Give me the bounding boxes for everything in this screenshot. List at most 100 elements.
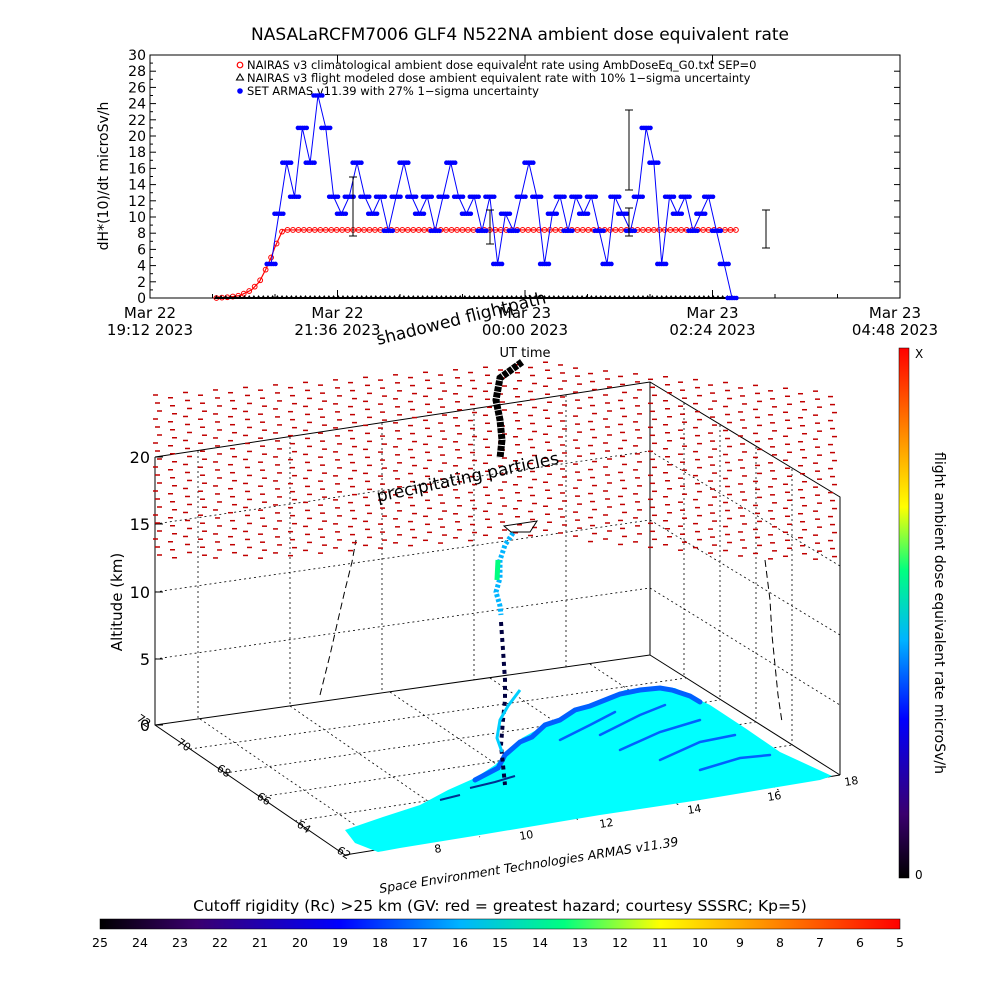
x-tick-label-date: Mar 23: [686, 304, 738, 322]
series-black-point: [452, 295, 458, 299]
series-black-point: [246, 295, 252, 299]
series-black-point: [499, 295, 505, 299]
series-blue-point: [523, 194, 528, 200]
series-red-point: [279, 228, 285, 235]
series-blue-point: [273, 261, 278, 267]
series-black-point: [527, 295, 533, 299]
surface-map: [345, 685, 832, 852]
cutoff-tick-label: 15: [492, 935, 508, 950]
series-black-point: [663, 295, 669, 299]
series-blue-point: [507, 211, 513, 217]
series-blue-point: [554, 211, 560, 217]
series-blue-point: [624, 211, 630, 217]
legend-label-nairas-climatological: NAIRAS v3 climatological ambient dose eq…: [247, 58, 756, 72]
series-red-point: [404, 227, 411, 233]
series-red-point: [311, 227, 318, 233]
series-red-point: [672, 227, 679, 233]
series-blue-point: [460, 194, 466, 200]
legend-label-nairas-flight: NAIRAS v3 flight modeled dose ambient eq…: [247, 71, 751, 85]
legend-label-set-armas: SET ARMAS v11.39 with 27% 1−sigma uncert…: [247, 84, 539, 98]
series-black-point: [635, 295, 641, 299]
flight-path-peak: [494, 559, 501, 581]
cutoff-tick-label: 22: [212, 935, 228, 950]
series-red-point: [328, 227, 335, 233]
series-black-point: [321, 295, 327, 299]
series-black-point: [359, 295, 365, 299]
series-red-point: [519, 227, 526, 233]
series-red-point: [257, 277, 264, 284]
flight-path-upper: [493, 531, 516, 616]
cutoff-tick-label: 18: [372, 935, 388, 950]
cutoff-tick-label: 11: [652, 935, 668, 950]
series-black-point: [279, 295, 285, 299]
series-black-point: [584, 295, 590, 299]
series-red-point: [645, 227, 652, 233]
series-black-point: [701, 295, 707, 299]
series-black-point: [317, 295, 323, 299]
series-red-point: [459, 227, 466, 233]
y-tick-label: 14: [128, 178, 146, 194]
series-black-point: [509, 295, 515, 299]
series-blue-point: [585, 211, 591, 217]
series-red-point: [552, 227, 559, 233]
series-black-point: [631, 295, 637, 299]
series-black-point: [598, 295, 604, 299]
series-red-point: [585, 227, 592, 233]
series-red-point: [399, 227, 406, 233]
series-blue-point: [468, 211, 474, 217]
series-black-point: [424, 295, 430, 299]
legend-marker-nairas-climatological: [236, 61, 244, 69]
series-blue-point: [351, 194, 356, 200]
x-tick-label-date: Mar 22: [311, 304, 363, 322]
series-black-point: [270, 295, 276, 299]
series-black-point: [284, 295, 290, 299]
altitude-tick-label: 15: [130, 515, 150, 534]
series-black-point: [626, 295, 632, 299]
flight-path-ground-track: [495, 689, 522, 753]
shadow-projection-left: [319, 539, 357, 696]
cutoff-tick-label: 13: [572, 935, 588, 950]
series-black-point: [363, 295, 369, 299]
series-blue-point: [687, 194, 692, 200]
series-black-point: [443, 295, 449, 299]
series-blue-point: [679, 211, 685, 217]
x-tick-label-time: 04:48 2023: [852, 321, 938, 339]
series-blue-point: [577, 194, 583, 200]
longitude-tick-label: 12: [598, 816, 614, 831]
series-red-point: [525, 227, 532, 233]
series-blue-point: [374, 211, 380, 217]
series-red-point: [355, 227, 362, 233]
series-blue-point: [648, 125, 653, 131]
series-black-point: [298, 295, 304, 299]
precipitating-particles: [153, 361, 837, 560]
y-tick-label: 30: [128, 48, 146, 64]
series-black-point: [706, 295, 712, 299]
series-red-point: [246, 288, 253, 294]
series-red-point: [322, 227, 329, 233]
flight-path-ascent: [498, 621, 507, 786]
series-black-point: [429, 295, 435, 299]
series-blue-point: [601, 228, 606, 234]
x-tick-label-date: Mar 23: [499, 304, 551, 322]
error-bars: [349, 109, 770, 249]
top-y-axis-label: dH*(10)/dt microSv/h: [96, 102, 112, 251]
series-red-point: [640, 227, 646, 233]
series-red-point: [727, 227, 734, 233]
flight-path-3d: [492, 359, 539, 786]
series-blue-line: [270, 95, 733, 299]
x-tick-label-time: 02:24 2023: [669, 321, 755, 339]
series-red-point: [661, 227, 668, 233]
series-set-armas: [264, 93, 739, 301]
cutoff-tick-label: 7: [816, 935, 824, 950]
cutoff-tick-label: 23: [172, 935, 188, 950]
series-red-point: [465, 227, 471, 233]
series-blue-point: [702, 211, 708, 217]
series-black-point: [485, 295, 491, 299]
altitude-axis: 0 5 10 15 20: [130, 448, 163, 735]
series-black-point: [331, 295, 337, 299]
series-blue-point: [296, 194, 302, 200]
series-black-point: [542, 295, 548, 299]
series-black-point: [532, 295, 538, 299]
latitude-tick-label: 66: [254, 790, 273, 809]
